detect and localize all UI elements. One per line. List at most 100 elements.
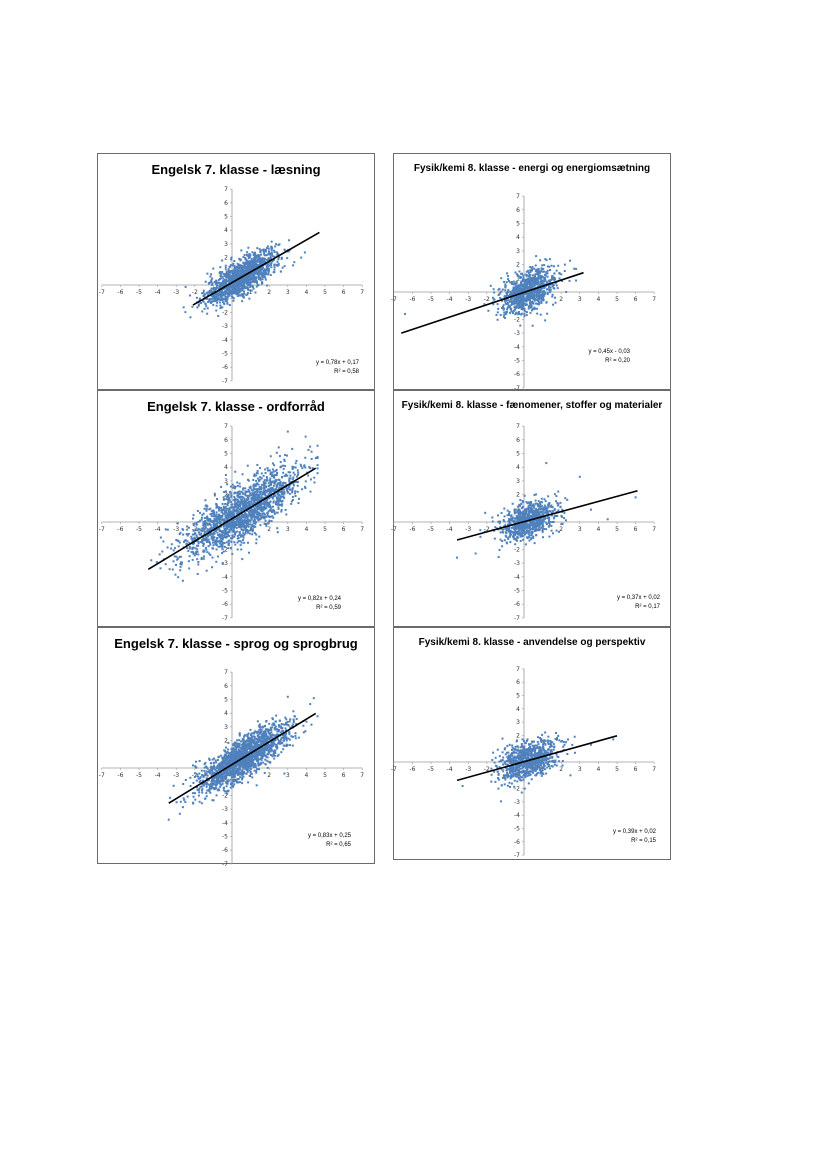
scatter-point [528,539,531,542]
scatter-point [229,286,232,289]
scatter-point [497,514,500,517]
scatter-point [272,249,275,252]
scatter-point [230,503,233,506]
scatter-point [257,272,260,275]
scatter-point [551,274,554,277]
scatter-point [266,490,269,493]
scatter-point [239,270,242,273]
scatter-point [240,534,243,537]
x-tick-label: -7 [391,296,397,303]
scatter-point [238,490,241,493]
scatter-point [244,501,247,504]
scatter-point [225,517,228,520]
scatter-point [244,528,247,531]
scatter-point [264,248,267,251]
scatter-point [249,492,252,495]
scatter-point [513,297,516,300]
scatter-point [258,497,261,500]
scatter-point [529,269,532,272]
scatter-point [242,501,245,504]
scatter-point [253,265,256,268]
scatter-point [259,504,262,507]
scatter-point [197,527,200,530]
scatter-point [255,254,258,257]
scatter-point [293,481,296,484]
scatter-point [310,450,313,453]
x-tick-label: 3 [578,526,582,533]
scatter-point [284,454,287,457]
scatter-point [539,510,542,513]
scatter-point [254,291,257,294]
scatter-point [215,541,218,544]
scatter-point [191,539,194,542]
scatter-point [257,493,260,496]
scatter-point [225,508,228,511]
scatter-point [501,540,504,543]
scatter-point [303,465,306,468]
scatter-point [257,256,260,259]
scatter-point [528,534,531,537]
scatter-point [221,294,224,297]
scatter-point [560,523,563,526]
scatter-point [248,520,251,523]
scatter-point [205,538,208,541]
scatter-point [276,260,279,263]
scatter-point [219,293,222,296]
scatter-point [238,270,241,273]
scatter-point [260,261,263,264]
scatter-point [525,311,528,314]
scatter-point [288,479,291,482]
scatter-point [235,521,238,524]
scatter-point [537,281,540,284]
x-tick-label: -5 [136,289,142,296]
scatter-point [500,277,503,280]
scatter-point [244,512,247,515]
scatter-point [508,523,511,526]
scatter-point [257,480,260,483]
scatter-point [257,496,260,499]
scatter-point [291,488,294,491]
scatter-point [543,270,546,273]
scatter-point [254,261,257,264]
scatter-point [231,483,234,486]
scatter-point [258,485,261,488]
scatter-point [517,285,520,288]
scatter-point [275,487,278,490]
scatter-point [243,266,246,269]
scatter-point [244,529,247,532]
scatter-point [272,494,275,497]
scatter-point [502,304,505,307]
scatter-point [283,497,286,500]
scatter-point [261,508,264,511]
scatter-point [498,548,501,551]
y-tick-label: 5 [224,451,228,458]
scatter-point [223,509,226,512]
scatter-point [530,284,533,287]
scatter-point [521,292,524,295]
scatter-point [239,258,242,261]
scatter-point [263,522,266,525]
scatter-point [247,531,250,534]
scatter-point [297,502,300,505]
scatter-point [525,314,528,317]
scatter-point [204,302,207,305]
scatter-point [248,486,251,489]
scatter-point [258,506,261,509]
scatter-point [289,488,292,491]
scatter-point [248,253,251,256]
scatter-point [249,283,252,286]
scatter-point [217,514,220,517]
scatter-point [193,554,196,557]
scatter-point [248,278,251,281]
scatter-point [563,511,566,514]
scatter-point [200,518,203,521]
scatter-point [543,508,546,511]
scatter-point [242,492,245,495]
scatter-point [291,491,294,494]
scatter-point [540,281,543,284]
scatter-point [231,506,234,509]
scatter-point [194,532,197,535]
scatter-point [536,277,539,280]
scatter-point [249,285,252,288]
scatter-point [542,509,545,512]
